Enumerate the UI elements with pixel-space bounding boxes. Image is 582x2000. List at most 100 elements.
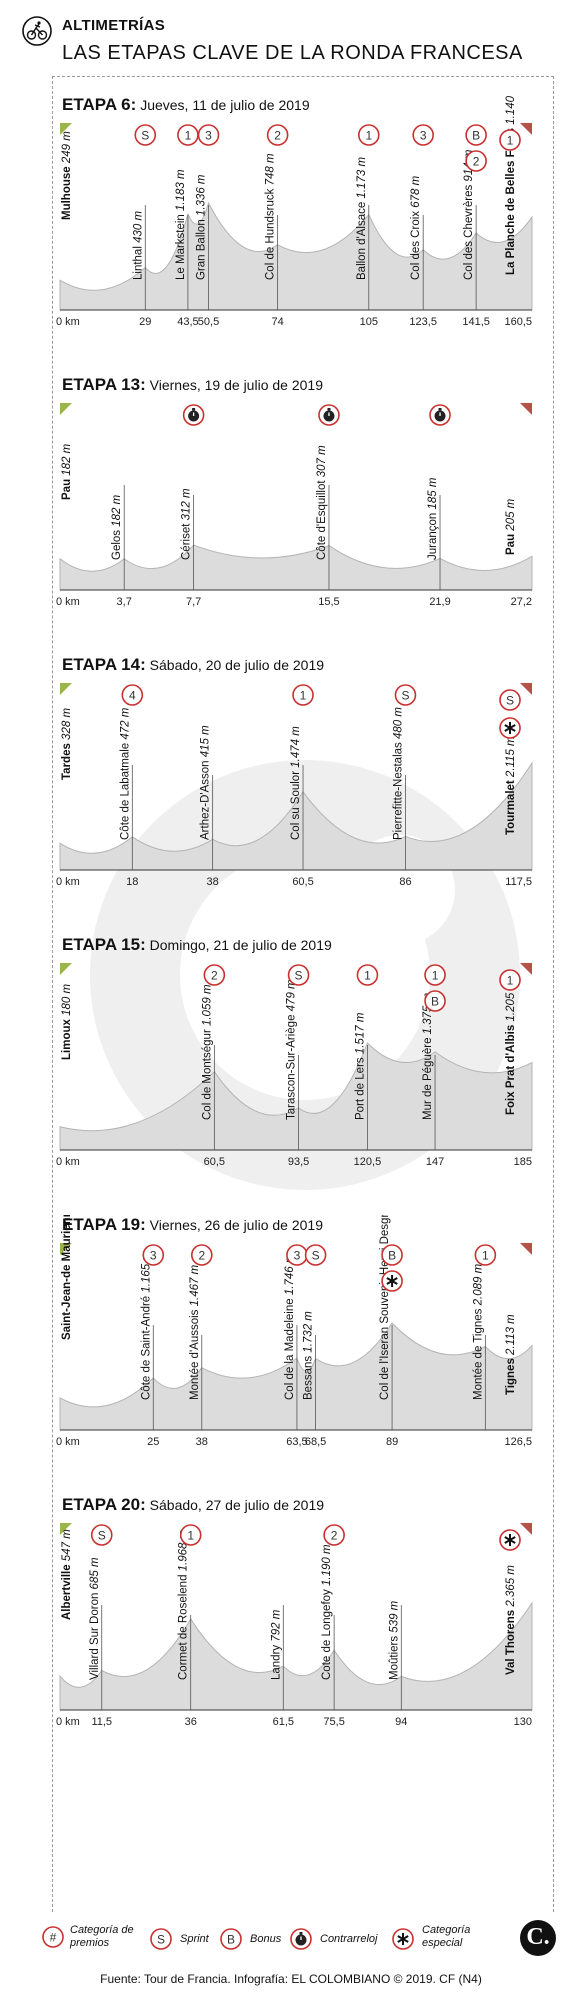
climb-label: Cote de Longefoy 1.190 m bbox=[321, 1544, 333, 1680]
legend-time-trial-label: Contrarreloj bbox=[320, 1933, 378, 1945]
climb-badge-icon bbox=[381, 1270, 403, 1292]
source-note: Fuente: Tour de Francia. Infografía: EL … bbox=[100, 1972, 482, 1986]
x-tick-label: 0 km bbox=[56, 316, 80, 328]
x-tick-label: 61,5 bbox=[273, 1716, 294, 1728]
start-flag-icon bbox=[60, 403, 72, 415]
climb-label: Tarascon-Sur-Ariège 479 m bbox=[286, 979, 298, 1120]
stage-number: ETAPA 13: bbox=[62, 375, 146, 394]
climb-badge-icon: 1 bbox=[474, 1244, 497, 1266]
stage-title: ETAPA 20: Sábado, 27 de julio de 2019 bbox=[62, 1495, 324, 1515]
svg-text:2: 2 bbox=[473, 155, 480, 169]
finish-flag-icon bbox=[520, 123, 532, 135]
climb-badge-icon: S bbox=[134, 124, 157, 146]
finish-badge-icon: S bbox=[499, 689, 521, 711]
climb-badge-icon: 2 bbox=[203, 964, 226, 986]
start-label: Tardes 328 m bbox=[61, 708, 73, 780]
climb-label: Villard Sur Doron 685 m bbox=[89, 1557, 101, 1680]
svg-text:1: 1 bbox=[187, 1529, 194, 1543]
x-tick-label: 29 bbox=[139, 316, 151, 328]
climb-badge-icon: 4 bbox=[121, 684, 144, 706]
climb-label: Cériset 312 m bbox=[181, 488, 193, 560]
finish-label: Tignes 2.113 m bbox=[505, 1314, 517, 1395]
svg-text:1: 1 bbox=[507, 974, 514, 988]
x-tick-label: 3,7 bbox=[117, 596, 132, 608]
climb-badge-icon bbox=[182, 404, 205, 426]
legend-bonus-label: Bonus bbox=[250, 1933, 282, 1945]
start-flag-icon bbox=[60, 1523, 72, 1535]
climb-badge-icon: 1 bbox=[177, 124, 199, 146]
climb-label: Linthal 430 m bbox=[132, 211, 144, 280]
svg-text:2: 2 bbox=[274, 129, 281, 143]
start-flag-icon bbox=[60, 123, 72, 135]
svg-text:3: 3 bbox=[205, 129, 212, 143]
x-tick-label: 185 bbox=[514, 1156, 532, 1168]
climb-label: Arthez-D'Asson 415 m bbox=[200, 725, 212, 840]
climb-label: Col de l'Iseran Souvenir Henri Desgrange… bbox=[379, 1215, 391, 1400]
x-tick-label: 63,5 bbox=[286, 1436, 307, 1448]
finish-label: Foix Prat d'Albis 1.205 m bbox=[505, 980, 517, 1115]
finish-flag-icon bbox=[520, 1523, 532, 1535]
climb-label: Cormet de Roselend 1.968 m bbox=[178, 1529, 190, 1680]
stage-profile-svg: 0 km 3,7 7,7 15,5 21,9 27,2 Pau 182 m Pau 205 m… bbox=[56, 403, 533, 608]
stage-date: Domingo, 21 de julio de 2019 bbox=[145, 937, 332, 953]
stage-date: Sábado, 27 de julio de 2019 bbox=[145, 1497, 325, 1513]
svg-text:1: 1 bbox=[432, 969, 439, 983]
climb-label: Col des Croix 678 m bbox=[410, 175, 422, 280]
elevation-profile bbox=[59, 201, 533, 311]
x-tick-label: 160,5 bbox=[504, 316, 532, 328]
climb-label: Col de Montségur 1.059 m bbox=[201, 984, 213, 1120]
x-tick-label: 43,5 bbox=[177, 316, 198, 328]
category-badge-icon: # bbox=[42, 1926, 64, 1948]
finish-flag-icon bbox=[520, 963, 532, 975]
stage-number: ETAPA 19: bbox=[62, 1215, 146, 1234]
svg-text:1: 1 bbox=[185, 129, 192, 143]
start-flag-icon bbox=[60, 1243, 72, 1255]
stage-title: ETAPA 6: Jueves, 11 de julio de 2019 bbox=[62, 95, 310, 115]
bonus-badge-icon: B bbox=[220, 1928, 242, 1950]
climb-badge-icon bbox=[318, 404, 340, 426]
climb-badge-icon: B bbox=[381, 1244, 403, 1266]
finish-badge-icon: 1 bbox=[499, 129, 521, 151]
svg-text:B: B bbox=[388, 1249, 396, 1263]
x-tick-label: 60,5 bbox=[204, 1156, 225, 1168]
climb-label: Mur de Péguère 1.375 m bbox=[422, 992, 434, 1120]
finish-badge-icon: 1 bbox=[499, 969, 521, 991]
x-tick-label: 105 bbox=[360, 316, 378, 328]
x-tick-label: 0 km bbox=[56, 596, 80, 608]
climb-badge-icon: S bbox=[394, 684, 417, 706]
finish-flag-icon bbox=[520, 683, 532, 695]
climb-badge-icon: 1 bbox=[179, 1524, 202, 1546]
climb-badge-icon: 3 bbox=[142, 1244, 165, 1266]
svg-text:1: 1 bbox=[507, 134, 514, 148]
stage-14-chart: ETAPA 14: Sábado, 20 de julio de 2019 0 k… bbox=[0, 655, 582, 955]
svg-text:2: 2 bbox=[331, 1529, 338, 1543]
svg-text:S: S bbox=[295, 969, 303, 983]
climb-badge-icon: 1 bbox=[292, 684, 314, 706]
x-tick-label: 68,5 bbox=[305, 1436, 326, 1448]
content-frame bbox=[52, 76, 554, 1912]
x-tick-label: 38 bbox=[207, 876, 219, 888]
x-tick-label: 7,7 bbox=[186, 596, 201, 608]
svg-text:3: 3 bbox=[150, 1249, 157, 1263]
start-label: Saint-Jean-de Maurienne 585 m bbox=[61, 1215, 73, 1340]
legend-category-label: Categoría de premios bbox=[70, 1924, 134, 1949]
climb-badge-icon bbox=[429, 404, 451, 426]
x-tick-label: 18 bbox=[126, 876, 138, 888]
x-tick-label: 74 bbox=[271, 316, 283, 328]
stage-date: Jueves, 11 de julio de 2019 bbox=[136, 97, 310, 113]
svg-text:1: 1 bbox=[482, 1249, 489, 1263]
climb-label: Gran Ballon 1.336 m bbox=[196, 174, 208, 280]
x-tick-label: 117,5 bbox=[505, 876, 532, 888]
climb-label: Col de Hundsruck 748 m bbox=[265, 153, 277, 280]
svg-text:2: 2 bbox=[198, 1249, 205, 1263]
x-tick-label: 11,5 bbox=[91, 1716, 112, 1728]
x-tick-label: 130 bbox=[514, 1716, 532, 1728]
climb-badge-icon: 2 bbox=[266, 124, 289, 146]
svg-text:#: # bbox=[50, 1931, 57, 1945]
climb-badge-icon: 2 bbox=[190, 1244, 213, 1266]
x-tick-label: 15,5 bbox=[318, 596, 339, 608]
stage-title: ETAPA 13: Viernes, 19 de julio de 2019 bbox=[62, 375, 323, 395]
climb-badge-icon: 2 bbox=[465, 150, 487, 172]
start-label: Pau 182 m bbox=[61, 443, 73, 500]
x-tick-label: 94 bbox=[395, 1716, 407, 1728]
